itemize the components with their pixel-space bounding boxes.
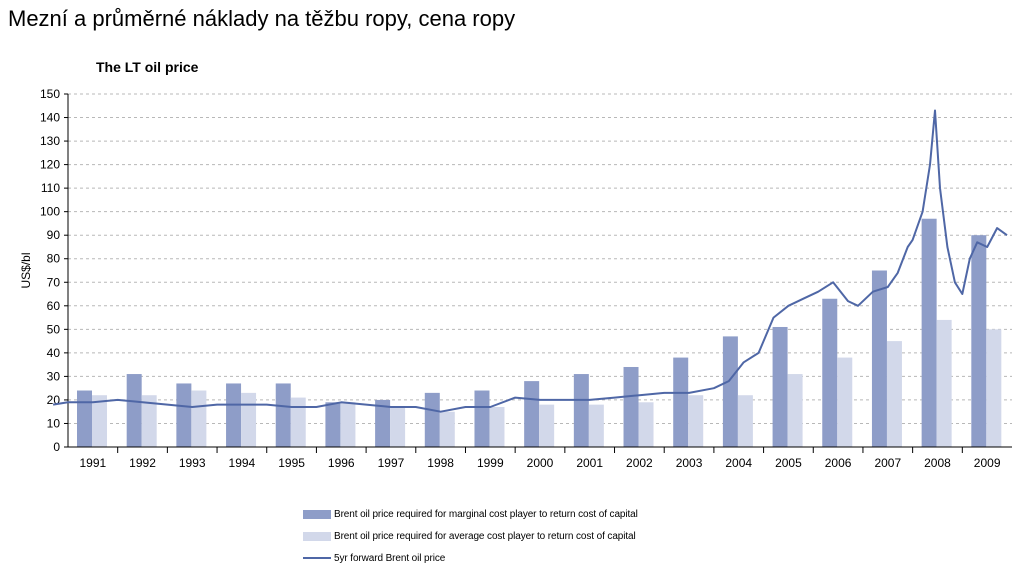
- x-tick-label: 2005: [775, 456, 802, 470]
- chart-legend: Brent oil price required for marginal co…: [303, 508, 638, 574]
- y-tick-label: 120: [40, 158, 60, 172]
- x-tick-label: 1992: [129, 456, 156, 470]
- x-tick-label: 1991: [79, 456, 106, 470]
- bar-average-2004: [737, 395, 753, 447]
- y-tick-label: 10: [47, 416, 61, 430]
- y-tick-label: 90: [47, 228, 61, 242]
- bar-marginal-1998: [424, 392, 440, 447]
- legend-swatch-marginal: [303, 509, 331, 519]
- bar-marginal-2005: [772, 326, 788, 447]
- bar-average-2005: [787, 374, 803, 447]
- legend-label-forward: 5yr forward Brent oil price: [334, 552, 446, 564]
- bar-average-1996: [340, 402, 356, 447]
- legend-swatch-forward: [303, 557, 331, 559]
- y-tick-label: 130: [40, 134, 60, 148]
- bar-average-2007: [886, 341, 902, 447]
- bar-average-1994: [241, 392, 257, 447]
- line-forward-price: [52, 109, 1008, 413]
- y-tick-label: 80: [47, 252, 61, 266]
- x-tick-label: 2006: [825, 456, 852, 470]
- bar-average-1998: [439, 411, 455, 447]
- x-tick-label: 2009: [974, 456, 1001, 470]
- x-tick-label: 1999: [477, 456, 504, 470]
- x-tick-label: 1995: [278, 456, 305, 470]
- bar-marginal-1994: [226, 383, 242, 447]
- x-tick-label: 1994: [229, 456, 256, 470]
- x-tick-label: 2007: [874, 456, 901, 470]
- bar-marginal-1999: [474, 390, 490, 447]
- bar-marginal-2007: [871, 270, 887, 447]
- y-tick-label: 30: [47, 369, 61, 383]
- legend-item-marginal: Brent oil price required for marginal co…: [303, 508, 638, 520]
- x-tick-label: 1997: [378, 456, 405, 470]
- y-tick-label: 100: [40, 205, 60, 219]
- bar-marginal-2006: [822, 298, 838, 447]
- y-tick-label: 110: [41, 181, 60, 195]
- y-tick-label: 150: [40, 87, 60, 101]
- bar-average-2002: [638, 402, 654, 447]
- bar-marginal-2001: [573, 374, 589, 447]
- bar-marginal-2004: [722, 336, 738, 447]
- bar-marginal-1995: [275, 383, 291, 447]
- bar-average-1991: [92, 395, 107, 447]
- x-tick-label: 1993: [179, 456, 206, 470]
- bar-average-2006: [837, 357, 853, 447]
- bar-average-1992: [141, 395, 157, 447]
- y-tick-label: 140: [40, 111, 60, 125]
- y-tick-label: 60: [47, 299, 61, 313]
- bar-average-2008: [936, 319, 952, 447]
- x-tick-label: 2004: [725, 456, 752, 470]
- x-tick-label: 2000: [527, 456, 554, 470]
- bar-average-1995: [290, 397, 306, 447]
- bar-marginal-1993: [176, 383, 192, 447]
- x-tick-label: 2002: [626, 456, 653, 470]
- bar-average-2000: [539, 404, 555, 447]
- oil-price-chart: The LT oil price010203040506070809010011…: [19, 59, 1012, 470]
- legend-item-forward: 5yr forward Brent oil price: [303, 552, 638, 564]
- bar-average-2003: [688, 395, 704, 447]
- legend-label-marginal: Brent oil price required for marginal co…: [334, 508, 638, 520]
- y-tick-label: 50: [47, 322, 61, 336]
- page-title: Mezní a průměrné náklady na těžbu ropy, …: [8, 6, 516, 31]
- chart-title: The LT oil price: [96, 59, 199, 75]
- legend-swatch-average: [303, 531, 331, 541]
- bar-average-2001: [588, 404, 604, 447]
- bar-marginal-2002: [623, 366, 639, 447]
- y-tick-label: 0: [53, 440, 60, 454]
- bar-marginal-1991: [77, 390, 92, 447]
- legend-label-average: Brent oil price required for average cos…: [334, 530, 636, 542]
- bar-marginal-1992: [126, 374, 142, 447]
- x-tick-label: 2001: [576, 456, 603, 470]
- x-tick-label: 2003: [676, 456, 703, 470]
- bar-average-1999: [489, 406, 505, 447]
- y-axis-label: US$/bl: [19, 252, 33, 288]
- bar-average-1997: [390, 406, 406, 447]
- bar-marginal-1996: [325, 402, 341, 447]
- bar-average-1993: [191, 390, 207, 447]
- legend-item-average: Brent oil price required for average cos…: [303, 530, 638, 542]
- bar-marginal-1997: [375, 399, 391, 447]
- x-tick-label: 2008: [924, 456, 951, 470]
- bar-marginal-2003: [673, 357, 689, 447]
- bar-marginal-2008: [921, 218, 937, 447]
- x-tick-label: 1996: [328, 456, 355, 470]
- bar-marginal-2000: [524, 381, 540, 447]
- bar-marginal-2009: [971, 235, 987, 447]
- y-tick-label: 70: [47, 275, 61, 289]
- y-tick-label: 40: [47, 346, 61, 360]
- x-tick-label: 1998: [427, 456, 454, 470]
- bar-average-2009: [986, 329, 1002, 447]
